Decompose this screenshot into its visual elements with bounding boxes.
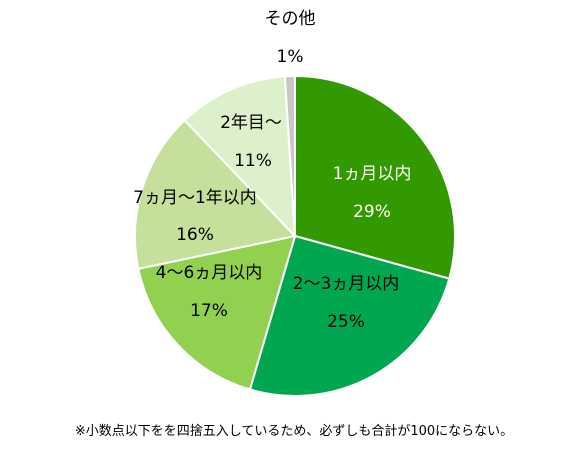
slice-label: 2～3ヵ月以内 [293,274,400,294]
slice-value-label: 29% [353,202,391,222]
slice-value-label: 1% [277,47,304,67]
pie-slices [134,74,456,397]
slice-label: その他 [265,9,316,29]
slice-label: 4～6ヵ月以内 [156,263,263,283]
slice-value-label: 16% [176,225,214,245]
slice-value-label: 17% [190,301,228,321]
pie-labels: 1ヵ月以内 29% 2～3ヵ月以内 25% 4～6ヵ月以内 17% 7ヵ月～1年以内 16% 2… [133,9,411,332]
pie-slice [134,118,297,270]
footnote: ※小数点以下をを四捨五入しているため、必ずしも合計が100にならない。 [75,423,513,439]
slice-label: 2年目～ [220,113,282,133]
pie-slice [248,234,451,397]
slice-value-label: 11% [234,151,272,171]
slice-label: 7ヵ月～1年以内 [133,188,257,208]
pie-slice [283,74,296,237]
pie-slice [137,234,297,391]
pie-slice [294,74,456,280]
slice-label: 1ヵ月以内 [333,164,412,184]
slice-value-label: 25% [327,312,365,332]
pie-slice [183,75,297,239]
